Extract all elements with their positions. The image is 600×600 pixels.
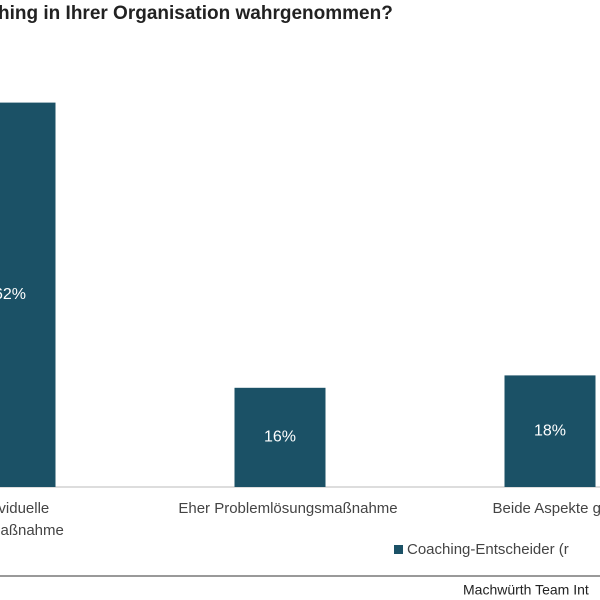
- value-label: 16%: [264, 429, 296, 446]
- bar: [234, 387, 326, 487]
- value-label: 62%: [0, 286, 26, 303]
- legend-label: Coaching-Entscheider (r: [407, 541, 569, 558]
- legend-swatch: [394, 545, 403, 554]
- bar: [504, 375, 596, 487]
- bar: [0, 102, 56, 487]
- x-tick-label: Eher Problemlösungsmaßnahme: [178, 500, 397, 517]
- footer: Machwürth Team Int: [463, 582, 589, 598]
- value-label: 18%: [534, 422, 566, 439]
- x-tick-label: dividuelle: [0, 500, 49, 517]
- chart-title: hing in Ihrer Organisation wahrgenommen?: [0, 3, 393, 24]
- x-tick-label: Beide Aspekte gleic: [493, 500, 600, 517]
- x-tick-label: gsmaßnahme: [0, 522, 64, 539]
